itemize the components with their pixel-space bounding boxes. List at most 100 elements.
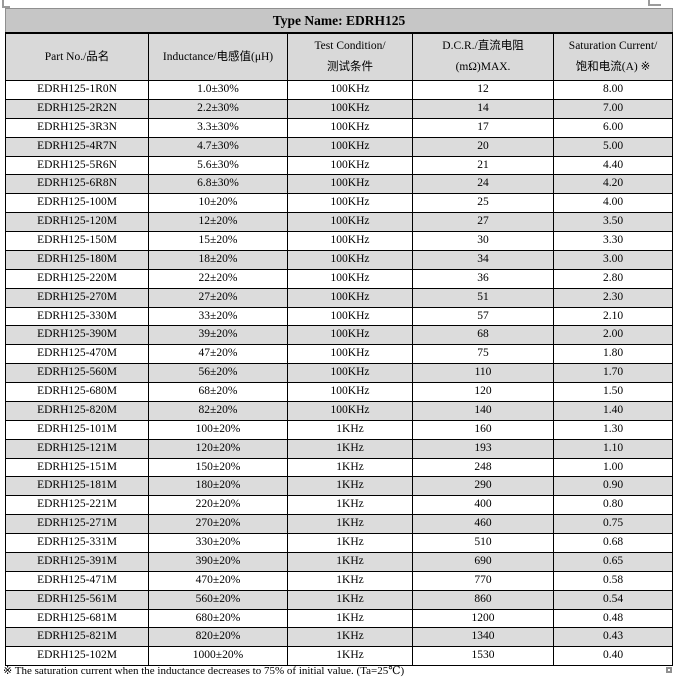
cell-inductance: 10±20%: [148, 193, 288, 214]
cell-saturation-current: 1.10: [552, 438, 674, 459]
cell-test-condition: 100KHz: [287, 268, 413, 289]
cell-dcr: 690: [412, 551, 554, 572]
cell-inductance: 100±20%: [148, 419, 288, 440]
cell-dcr: 1340: [412, 627, 554, 648]
cell-test-condition: 100KHz: [287, 363, 413, 383]
cell-saturation-current: 0.54: [552, 589, 674, 610]
cell-dcr: 290: [412, 476, 554, 497]
cell-dcr: 25: [412, 193, 554, 214]
cell-inductance: 27±20%: [148, 287, 288, 308]
cell-test-condition: 1KHz: [287, 457, 413, 478]
table-row: EDRH125-821M 820±20% 1KHz 1340 0.43: [5, 627, 674, 648]
cell-dcr: 17: [412, 117, 554, 138]
cell-test-condition: 100KHz: [287, 231, 413, 251]
cell-saturation-current: 0.65: [552, 551, 674, 572]
column-header-test-condition-line1: Test Condition/: [314, 40, 386, 52]
table-row: EDRH125-4R7N 4.7±30% 100KHz 20 5.00: [5, 136, 674, 157]
cell-inductance: 150±20%: [148, 457, 288, 478]
cell-inductance: 22±20%: [148, 268, 288, 289]
cell-dcr: 34: [412, 249, 554, 270]
page-border-artifact-top-right-horizontal: [648, 4, 661, 6]
cell-saturation-current: 0.43: [552, 627, 674, 648]
cell-part-no: EDRH125-471M: [5, 570, 149, 591]
cell-inductance: 82±20%: [148, 400, 288, 421]
cell-inductance: 220±20%: [148, 495, 288, 516]
table-row: EDRH125-6R8N 6.8±30% 100KHz 24 4.20: [5, 174, 674, 195]
table-row: EDRH125-120M 12±20% 100KHz 27 3.50: [5, 212, 674, 232]
column-header-saturation-current-line1: Saturation Current/: [568, 40, 658, 52]
column-header-dcr-line1: D.C.R./直流电阻: [442, 40, 524, 52]
cell-dcr: 75: [412, 344, 554, 365]
cell-part-no: EDRH125-330M: [5, 306, 149, 327]
table-row: EDRH125-151M 150±20% 1KHz 248 1.00: [5, 457, 674, 478]
cell-inductance: 270±20%: [148, 514, 288, 534]
cell-part-no: EDRH125-1R0N: [5, 80, 149, 100]
cell-saturation-current: 1.00: [552, 457, 674, 478]
cell-saturation-current: 2.00: [552, 325, 674, 346]
cell-inductance: 68±20%: [148, 382, 288, 402]
cell-inductance: 4.7±30%: [148, 136, 288, 157]
cell-saturation-current: 6.00: [552, 117, 674, 138]
cell-inductance: 820±20%: [148, 627, 288, 648]
table-row: EDRH125-391M 390±20% 1KHz 690 0.65: [5, 551, 674, 572]
cell-inductance: 39±20%: [148, 325, 288, 346]
cell-saturation-current: 0.90: [552, 476, 674, 497]
cell-test-condition: 100KHz: [287, 287, 413, 308]
table-row: EDRH125-271M 270±20% 1KHz 460 0.75: [5, 514, 674, 534]
table-row: EDRH125-1R0N 1.0±30% 100KHz 12 8.00: [5, 80, 674, 100]
cell-part-no: EDRH125-100M: [5, 193, 149, 214]
cell-dcr: 24: [412, 174, 554, 195]
cell-inductance: 560±20%: [148, 589, 288, 610]
cell-dcr: 110: [412, 363, 554, 383]
cell-part-no: EDRH125-151M: [5, 457, 149, 478]
cell-saturation-current: 4.40: [552, 155, 674, 176]
column-header-inductance-line1: Inductance/电感值(μH): [162, 50, 274, 63]
cell-test-condition: 1KHz: [287, 495, 413, 516]
cell-test-condition: 100KHz: [287, 212, 413, 232]
cell-part-no: EDRH125-680M: [5, 382, 149, 402]
column-header-test-condition: Test Condition/ 测试条件: [287, 32, 413, 81]
cell-dcr: 160: [412, 419, 554, 440]
cell-saturation-current: 4.20: [552, 174, 674, 195]
cell-dcr: 57: [412, 306, 554, 327]
table-row: EDRH125-820M 82±20% 100KHz 140 1.40: [5, 400, 674, 421]
column-header-dcr: D.C.R./直流电阻 (mΩ)MAX.: [412, 32, 554, 81]
page-border-artifact-top-left-horizontal: [2, 6, 10, 8]
column-header-test-condition-line2: 测试条件: [327, 61, 373, 73]
cell-inductance: 6.8±30%: [148, 174, 288, 195]
cell-inductance: 33±20%: [148, 306, 288, 327]
cell-saturation-current: 2.10: [552, 306, 674, 327]
cell-part-no: EDRH125-221M: [5, 495, 149, 516]
table-row: EDRH125-561M 560±20% 1KHz 860 0.54: [5, 589, 674, 610]
cell-test-condition: 100KHz: [287, 174, 413, 195]
cell-saturation-current: 2.80: [552, 268, 674, 289]
cell-test-condition: 100KHz: [287, 249, 413, 270]
cell-test-condition: 100KHz: [287, 98, 413, 119]
cell-dcr: 30: [412, 231, 554, 251]
column-header-saturation-current-line2: 饱和电流(A) ※: [575, 61, 651, 73]
cell-test-condition: 1KHz: [287, 551, 413, 572]
cell-dcr: 68: [412, 325, 554, 346]
table-row: EDRH125-270M 27±20% 100KHz 51 2.30: [5, 287, 674, 308]
table-row: EDRH125-180M 18±20% 100KHz 34 3.00: [5, 249, 674, 270]
cell-inductance: 18±20%: [148, 249, 288, 270]
cell-saturation-current: 5.00: [552, 136, 674, 157]
table-row: EDRH125-220M 22±20% 100KHz 36 2.80: [5, 268, 674, 289]
cell-saturation-current: 1.40: [552, 400, 674, 421]
column-header-row: Part No./品名 Inductance/电感值(μH) Test Cond…: [5, 32, 674, 81]
cell-part-no: EDRH125-560M: [5, 363, 149, 383]
table-row: EDRH125-680M 68±20% 100KHz 120 1.50: [5, 382, 674, 402]
table-row: EDRH125-100M 10±20% 100KHz 25 4.00: [5, 193, 674, 214]
table-row: EDRH125-121M 120±20% 1KHz 193 1.10: [5, 438, 674, 459]
table-row: EDRH125-2R2N 2.2±30% 100KHz 14 7.00: [5, 98, 674, 119]
cell-inductance: 1000±20%: [148, 646, 288, 667]
cell-dcr: 21: [412, 155, 554, 176]
cell-saturation-current: 1.70: [552, 363, 674, 383]
cell-test-condition: 100KHz: [287, 155, 413, 176]
table-resize-handle[interactable]: [666, 667, 672, 673]
cell-test-condition: 100KHz: [287, 306, 413, 327]
table-row: EDRH125-181M 180±20% 1KHz 290 0.90: [5, 476, 674, 497]
table-row: EDRH125-150M 15±20% 100KHz 30 3.30: [5, 231, 674, 251]
cell-test-condition: 100KHz: [287, 193, 413, 214]
